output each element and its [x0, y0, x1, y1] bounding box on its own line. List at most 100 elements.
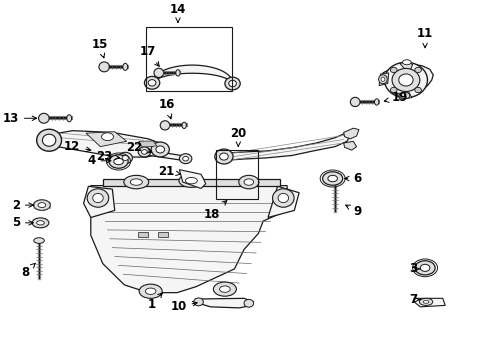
Text: 2: 2	[12, 199, 33, 212]
Polygon shape	[378, 73, 388, 86]
Ellipse shape	[179, 174, 203, 188]
Ellipse shape	[176, 70, 180, 76]
Ellipse shape	[138, 147, 150, 157]
Ellipse shape	[389, 67, 396, 73]
Polygon shape	[343, 128, 358, 139]
Ellipse shape	[34, 238, 44, 243]
Ellipse shape	[145, 288, 156, 294]
Ellipse shape	[278, 193, 288, 203]
Ellipse shape	[414, 67, 421, 73]
Ellipse shape	[118, 152, 132, 164]
Ellipse shape	[122, 63, 127, 71]
Ellipse shape	[42, 134, 56, 146]
Polygon shape	[138, 232, 148, 237]
Ellipse shape	[179, 154, 191, 164]
Ellipse shape	[67, 115, 71, 122]
Text: 20: 20	[230, 127, 246, 147]
Ellipse shape	[130, 179, 142, 185]
Text: 1: 1	[147, 293, 162, 311]
Polygon shape	[83, 186, 115, 217]
Ellipse shape	[32, 218, 49, 228]
Ellipse shape	[160, 121, 169, 130]
Ellipse shape	[123, 175, 148, 189]
Text: 4: 4	[87, 154, 111, 167]
Polygon shape	[382, 63, 432, 94]
Ellipse shape	[193, 298, 203, 306]
Ellipse shape	[414, 87, 421, 93]
Ellipse shape	[156, 146, 164, 153]
Ellipse shape	[322, 172, 342, 185]
Text: 10: 10	[170, 300, 197, 313]
Ellipse shape	[422, 301, 428, 303]
Ellipse shape	[99, 62, 109, 72]
Ellipse shape	[39, 113, 49, 123]
Ellipse shape	[419, 298, 432, 305]
Text: 5: 5	[12, 216, 33, 229]
Ellipse shape	[378, 75, 386, 84]
Text: 23: 23	[96, 150, 119, 163]
Text: 13: 13	[3, 112, 37, 125]
Polygon shape	[343, 141, 356, 150]
Ellipse shape	[244, 300, 253, 307]
Polygon shape	[179, 170, 205, 188]
Ellipse shape	[374, 99, 378, 105]
Bar	[145, 27, 232, 91]
Bar	[216, 150, 258, 199]
Text: 6: 6	[344, 172, 361, 185]
Ellipse shape	[391, 68, 419, 91]
Polygon shape	[158, 232, 168, 237]
Ellipse shape	[185, 177, 197, 184]
Ellipse shape	[219, 286, 230, 292]
Ellipse shape	[213, 282, 236, 296]
Text: 19: 19	[384, 91, 407, 104]
Polygon shape	[267, 186, 299, 217]
Polygon shape	[399, 62, 412, 69]
Ellipse shape	[122, 156, 128, 161]
Text: 15: 15	[91, 38, 107, 58]
Ellipse shape	[109, 155, 128, 168]
Text: 18: 18	[203, 201, 226, 221]
Ellipse shape	[224, 77, 240, 90]
Ellipse shape	[380, 77, 384, 81]
Ellipse shape	[151, 142, 169, 157]
Text: 8: 8	[21, 264, 35, 279]
Ellipse shape	[183, 156, 188, 161]
Polygon shape	[152, 65, 232, 85]
Ellipse shape	[384, 62, 427, 98]
Ellipse shape	[154, 68, 163, 77]
Ellipse shape	[238, 175, 258, 189]
Polygon shape	[142, 149, 187, 161]
Text: 11: 11	[416, 27, 432, 48]
Ellipse shape	[214, 149, 233, 164]
Ellipse shape	[327, 175, 337, 182]
Ellipse shape	[114, 158, 123, 165]
Polygon shape	[195, 298, 253, 308]
Text: 22: 22	[126, 141, 151, 154]
Polygon shape	[396, 93, 411, 99]
Ellipse shape	[350, 97, 359, 107]
Ellipse shape	[139, 284, 162, 298]
Ellipse shape	[272, 189, 293, 207]
Ellipse shape	[87, 189, 108, 207]
Ellipse shape	[182, 122, 186, 129]
Ellipse shape	[102, 133, 113, 141]
Ellipse shape	[144, 76, 160, 89]
Text: 14: 14	[169, 3, 186, 22]
Ellipse shape	[148, 80, 156, 86]
Text: 16: 16	[158, 98, 174, 119]
Polygon shape	[91, 186, 286, 293]
Ellipse shape	[398, 74, 412, 86]
Polygon shape	[102, 179, 280, 186]
Polygon shape	[220, 132, 349, 160]
Ellipse shape	[402, 60, 410, 65]
Text: 12: 12	[64, 140, 91, 153]
Ellipse shape	[34, 200, 50, 211]
Text: 9: 9	[345, 204, 361, 218]
Text: 3: 3	[408, 262, 419, 275]
Polygon shape	[139, 141, 157, 147]
Ellipse shape	[228, 80, 236, 87]
Ellipse shape	[37, 129, 61, 151]
Text: 21: 21	[158, 165, 180, 178]
Ellipse shape	[398, 93, 409, 99]
Ellipse shape	[93, 193, 103, 203]
